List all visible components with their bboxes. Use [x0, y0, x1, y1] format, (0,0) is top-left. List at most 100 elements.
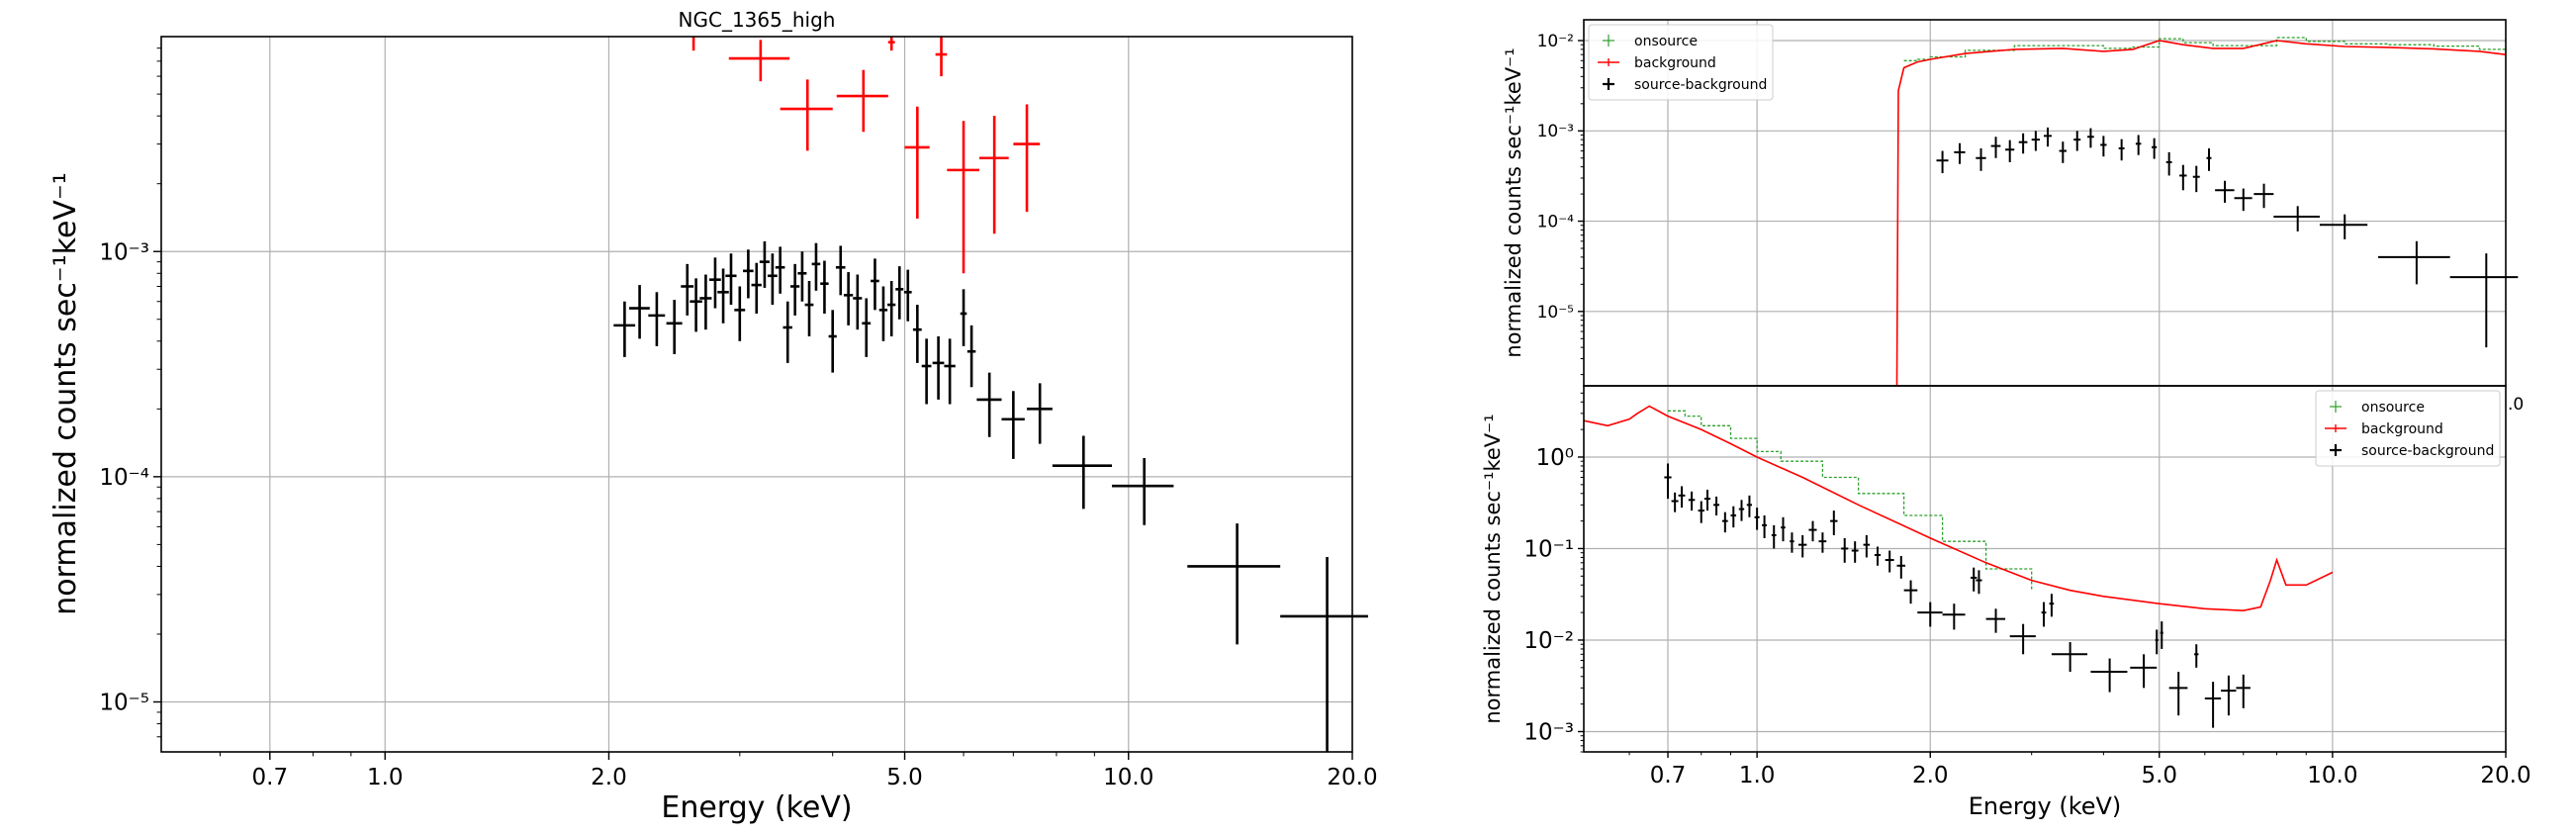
data-point: [2018, 133, 2028, 154]
data-point: [804, 280, 814, 336]
data-point: [1703, 489, 1711, 511]
legend-label: source-background: [1634, 77, 1767, 93]
data-point: [1896, 555, 1906, 579]
y-tick-label: 10⁻⁵: [99, 691, 149, 716]
data-point: [1781, 516, 1786, 542]
data-point: [1917, 602, 1943, 627]
data-point: [2090, 658, 2128, 693]
data-point: [1818, 532, 1827, 553]
data-point: [1990, 137, 2001, 158]
data-point: [912, 305, 922, 363]
data-point: [1936, 150, 1949, 174]
data-point: [2059, 141, 2068, 163]
data-point: [2049, 594, 2055, 617]
data-point: [1797, 534, 1807, 558]
data-point: [2319, 214, 2368, 239]
data-point: [734, 286, 746, 341]
data-point: [1976, 147, 1986, 171]
data-point: [725, 253, 737, 306]
data-point: [681, 263, 694, 316]
right-bottom-x-axis-label: Energy (keV): [1969, 792, 2122, 820]
data-point: [1942, 603, 1966, 630]
onsource-line: [1903, 37, 2507, 61]
left-grid: [161, 37, 1352, 752]
y-tick-label: 10⁻³: [1537, 122, 1574, 141]
data-point: [944, 338, 956, 405]
data-point: [743, 249, 754, 299]
x-tick-label: 10.0: [1103, 765, 1153, 790]
data-point: [1112, 458, 1174, 525]
data-point: [862, 298, 872, 357]
data-point: [782, 301, 792, 363]
y-tick-label: 10⁻⁴: [1537, 213, 1575, 232]
right-bottom-y-axis-label: normalized counts sec⁻¹keV⁻¹: [1481, 414, 1505, 723]
data-point: [2449, 253, 2519, 348]
x-tick-label: 0.7: [252, 765, 289, 790]
data-point: [767, 253, 778, 306]
data-point: [932, 335, 945, 400]
data-point: [836, 69, 888, 133]
data-point: [1885, 550, 1894, 573]
right-top-y-ticks: 10⁻⁵ 10⁻⁴ 10⁻³ 10⁻²: [1537, 32, 1584, 376]
left-axes-frame: [160, 36, 1353, 753]
x-tick-label: 0.7: [1650, 763, 1687, 789]
data-point: [2215, 180, 2235, 203]
data-point: [2221, 675, 2237, 716]
data-point: [1985, 608, 2006, 633]
data-point: [1903, 580, 1918, 604]
onsource-line: [1668, 410, 2033, 591]
data-point: [1678, 486, 1686, 509]
data-point: [1808, 520, 1817, 542]
right-bottom-plot-area: [1583, 405, 2334, 728]
x-tick-label: 2.0: [1912, 763, 1949, 789]
data-point: [1976, 570, 1982, 595]
y-tick-label: 10⁻¹: [1523, 537, 1574, 563]
data-point: [2073, 131, 2081, 151]
data-point: [887, 37, 895, 51]
y-tick-label: 10⁰: [1536, 445, 1575, 471]
data-point: [1841, 537, 1849, 563]
data-point: [1762, 515, 1768, 538]
data-point: [2236, 674, 2251, 708]
legend-label: background: [1634, 55, 1716, 71]
data-point: [699, 274, 712, 330]
data-point: [811, 242, 821, 291]
data-point: [903, 269, 912, 322]
data-point: [1738, 500, 1745, 521]
data-point: [751, 262, 762, 314]
data-point: [1698, 501, 1704, 523]
data-point: [2204, 682, 2222, 728]
data-point: [853, 274, 863, 330]
x-tick-label: 20.0: [1327, 765, 1377, 790]
left-y-axis-label: normalized counts sec⁻¹keV⁻¹: [48, 172, 83, 615]
data-point: [1954, 142, 1966, 164]
data-point: [2100, 136, 2107, 157]
data-point: [728, 40, 790, 82]
data-point: [1970, 567, 1978, 592]
right-bottom-y-ticks: 10⁻³ 10⁻² 10⁻¹ 10⁰: [1523, 392, 1584, 753]
y-tick-label: 10⁻⁴: [99, 465, 149, 491]
data-point: [1187, 523, 1281, 645]
data-point: [648, 292, 666, 346]
data-point: [2041, 602, 2047, 627]
left-x-ticks: 0.7 1.0 2.0 5.0 10.0 20.0: [220, 752, 1378, 790]
data-point: [1001, 391, 1025, 459]
data-point: [843, 272, 854, 325]
legend-label: onsource: [1634, 34, 1698, 49]
data-point: [1280, 557, 1368, 752]
x-tick-label: 5.0: [2141, 763, 2177, 789]
data-point: [613, 301, 636, 357]
data-point: [690, 278, 702, 332]
data-point: [878, 286, 888, 341]
data-point: [2005, 139, 2015, 162]
data-point: [2031, 131, 2040, 151]
data-point: [2044, 127, 2052, 147]
x-tick-label: 20.0: [2480, 763, 2530, 789]
right-top-plot-area: [1895, 37, 2519, 387]
x-tick-label: 1.0: [367, 765, 404, 790]
data-point: [780, 79, 833, 151]
right-top-overflow-tick-label: .0: [2508, 395, 2524, 415]
y-tick-label: 10⁻³: [1523, 720, 1574, 746]
data-point: [2130, 654, 2158, 689]
